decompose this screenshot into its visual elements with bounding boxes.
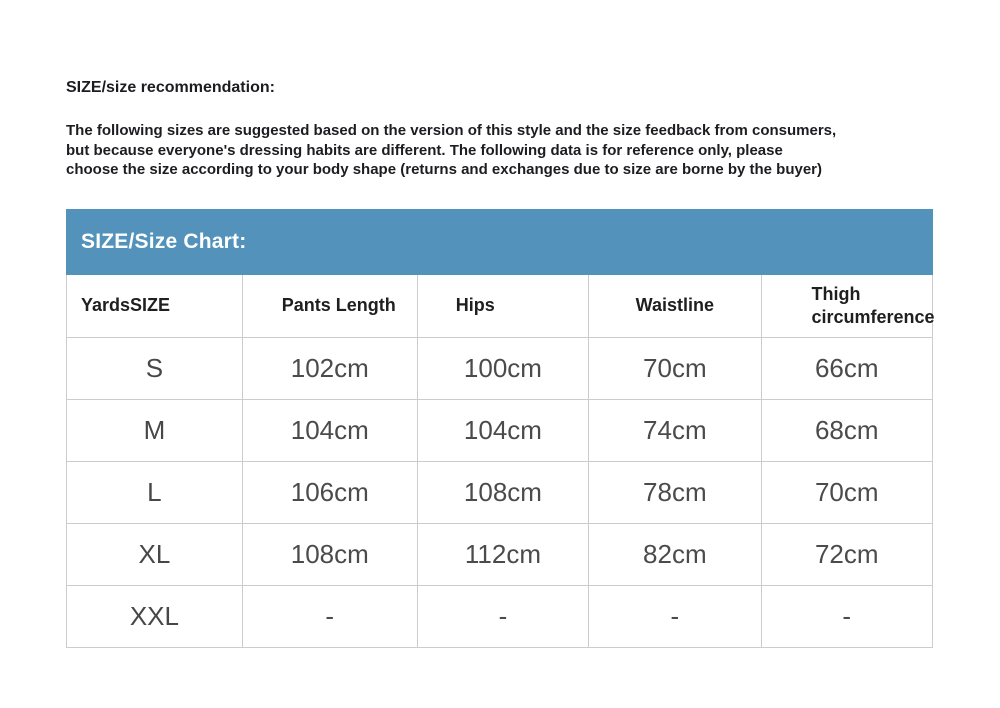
table-row-l: L 106cm 108cm 78cm 70cm (66, 461, 933, 524)
table-row-xxl: XXL - - - - (66, 585, 933, 648)
thigh-value: - (760, 585, 933, 648)
waistline-value: 74cm (588, 399, 762, 462)
column-header-thigh-circumference: Thigh circumference (760, 274, 935, 338)
hips-value: 108cm (416, 461, 590, 524)
thigh-value: 66cm (760, 337, 933, 400)
size-label: XL (66, 523, 243, 586)
hips-value: 100cm (416, 337, 590, 400)
size-disclaimer-paragraph: The following sizes are suggested based … (66, 121, 933, 180)
waistline-value: 70cm (588, 337, 762, 400)
thigh-value: 70cm (760, 461, 933, 524)
header-row: YardsSIZE Pants Length Hips Waistline Th… (66, 274, 935, 338)
table-row-s: S 102cm 100cm 70cm 66cm (66, 337, 933, 400)
size-label: S (66, 337, 243, 400)
waistline-value: 82cm (588, 523, 762, 586)
disclaimer-line-1: The following sizes are suggested based … (66, 122, 837, 139)
size-label: L (66, 461, 243, 524)
hips-value: - (416, 585, 590, 648)
column-header-hips: Hips (416, 274, 590, 338)
waistline-value: - (588, 585, 762, 648)
pants-length-value: 104cm (241, 399, 418, 462)
page-title: SIZE/size recommendation: (66, 79, 275, 96)
column-header-pants-length: Pants Length (241, 274, 418, 338)
table-row-m: M 104cm 104cm 74cm 68cm (66, 399, 933, 462)
size-label: XXL (66, 585, 243, 648)
hips-value: 112cm (416, 523, 590, 586)
column-header-size: YardsSIZE (66, 274, 243, 338)
column-header-waistline: Waistline (588, 274, 762, 338)
table-row-xl: XL 108cm 112cm 82cm 72cm (66, 523, 933, 586)
disclaimer-line-3: choose the size according to your body s… (66, 161, 823, 178)
pants-length-value: 108cm (241, 523, 418, 586)
pants-length-value: 102cm (241, 337, 418, 400)
size-chart-banner: SIZE/Size Chart: (66, 208, 933, 275)
pants-length-value: 106cm (241, 461, 418, 524)
thigh-value: 72cm (760, 523, 933, 586)
pants-length-value: - (241, 585, 418, 648)
hips-value: 104cm (416, 399, 590, 462)
disclaimer-line-2: but because everyone's dressing habits a… (66, 141, 783, 159)
waistline-value: 78cm (588, 461, 762, 524)
size-chart-table: YardsSIZE Pants Length Hips Waistline Th… (66, 274, 935, 648)
size-guide-page: SIZE/size recommendation: The following … (66, 0, 935, 648)
size-chart-banner-title: SIZE/Size Chart: (81, 229, 247, 253)
thigh-value: 68cm (760, 399, 933, 462)
size-label: M (66, 399, 243, 462)
